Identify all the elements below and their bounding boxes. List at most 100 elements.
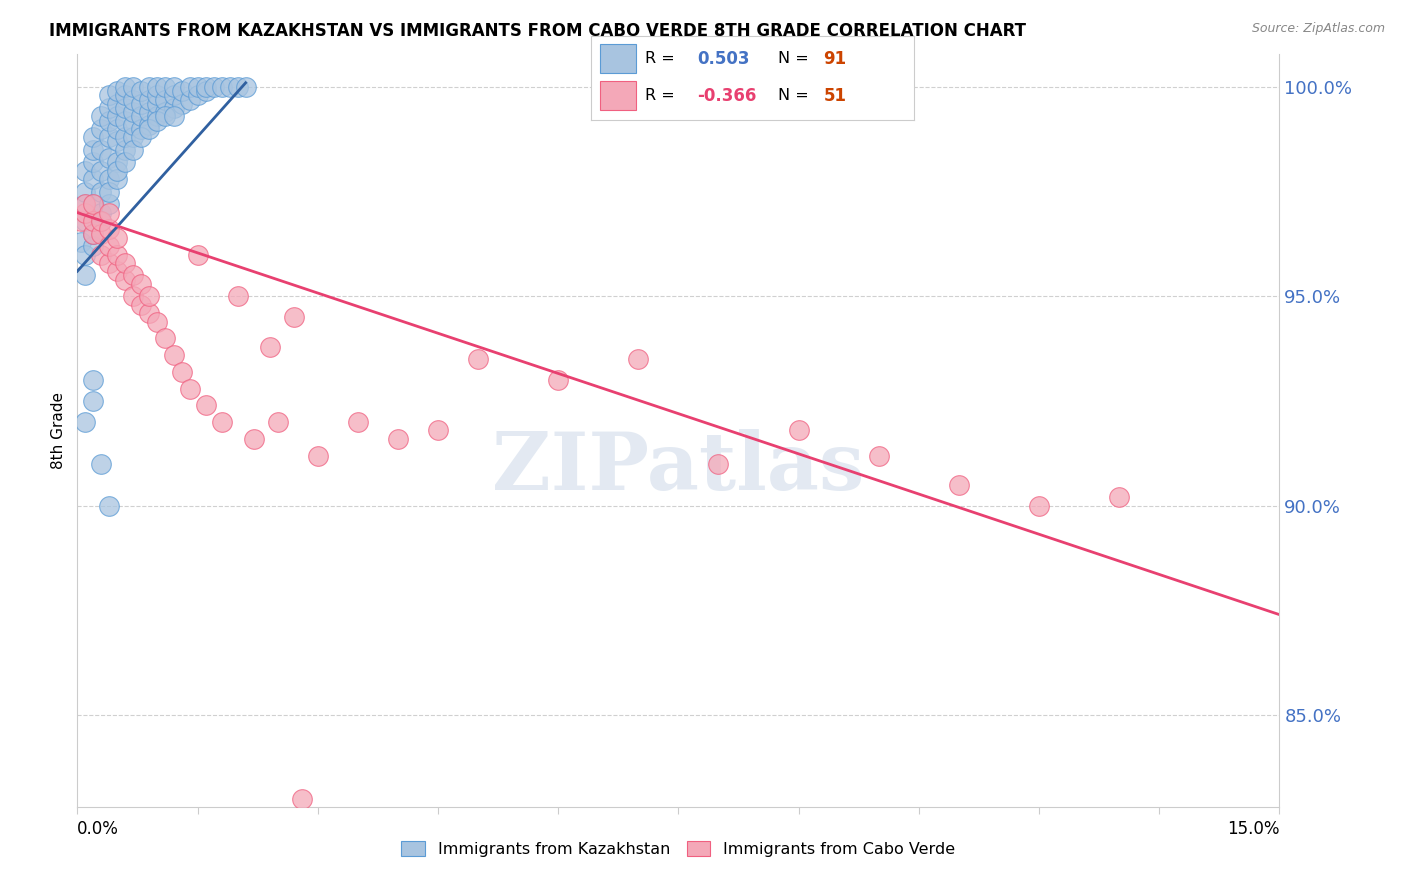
Point [211, 80, 233, 95]
Point [90, 247, 112, 261]
Point [98, 222, 121, 236]
Point [82, 239, 104, 253]
Text: Source: ZipAtlas.com: Source: ZipAtlas.com [1251, 22, 1385, 36]
Y-axis label: 8th Grade: 8th Grade [51, 392, 66, 469]
Point [146, 314, 169, 328]
Point [82, 197, 104, 211]
Point [131, 277, 153, 291]
Point [138, 289, 160, 303]
Text: N =: N = [778, 88, 814, 103]
Point [107, 163, 129, 178]
Point [131, 84, 153, 98]
Point [122, 289, 145, 303]
Point [131, 96, 153, 111]
Point [90, 214, 112, 228]
Point [82, 143, 104, 157]
Point [98, 130, 121, 145]
Point [138, 93, 160, 107]
Point [75, 163, 97, 178]
Point [114, 143, 136, 157]
Point [146, 80, 169, 95]
Point [162, 348, 184, 362]
Point [70, 214, 93, 228]
Point [194, 84, 217, 98]
Point [187, 247, 209, 261]
Point [82, 227, 104, 241]
Point [122, 80, 145, 95]
Point [155, 331, 177, 345]
Point [98, 499, 121, 513]
Point [162, 101, 184, 115]
Point [107, 264, 129, 278]
Point [138, 118, 160, 132]
Bar [600, 44, 636, 73]
Point [948, 478, 970, 492]
Point [82, 394, 104, 409]
Point [98, 151, 121, 165]
Point [162, 109, 184, 123]
Point [146, 88, 169, 103]
Point [242, 432, 264, 446]
Point [122, 93, 145, 107]
Legend: Immigrants from Kazakhstan, Immigrants from Cabo Verde: Immigrants from Kazakhstan, Immigrants f… [395, 835, 962, 863]
Point [146, 113, 169, 128]
Point [70, 235, 93, 249]
Point [291, 792, 314, 806]
Point [98, 88, 121, 103]
Point [75, 268, 97, 283]
Point [98, 113, 121, 128]
Point [122, 105, 145, 120]
Point [114, 113, 136, 128]
Point [107, 121, 129, 136]
Point [75, 185, 97, 199]
Point [75, 415, 97, 429]
Text: R =: R = [645, 88, 681, 103]
Point [202, 80, 225, 95]
Point [114, 130, 136, 145]
Point [211, 415, 233, 429]
Point [155, 80, 177, 95]
Point [155, 93, 177, 107]
Point [467, 352, 489, 367]
Point [90, 163, 112, 178]
Point [194, 80, 217, 95]
Point [98, 101, 121, 115]
Point [131, 109, 153, 123]
Point [347, 415, 370, 429]
Point [114, 101, 136, 115]
Text: N =: N = [778, 51, 814, 66]
Point [1108, 491, 1130, 505]
Point [82, 130, 104, 145]
Text: IMMIGRANTS FROM KAZAKHSTAN VS IMMIGRANTS FROM CABO VERDE 8TH GRADE CORRELATION C: IMMIGRANTS FROM KAZAKHSTAN VS IMMIGRANTS… [49, 22, 1026, 40]
Point [131, 298, 153, 312]
Point [155, 105, 177, 120]
Point [1028, 499, 1050, 513]
Point [75, 214, 97, 228]
Point [98, 256, 121, 270]
Point [122, 118, 145, 132]
Point [90, 121, 112, 136]
Point [75, 247, 97, 261]
Point [90, 205, 112, 219]
Point [107, 247, 129, 261]
Point [131, 121, 153, 136]
Point [82, 197, 104, 211]
Point [868, 449, 890, 463]
Point [179, 93, 201, 107]
Point [75, 205, 97, 219]
Text: ZIPatlas: ZIPatlas [492, 429, 865, 507]
Point [107, 109, 129, 123]
Point [267, 415, 290, 429]
Point [170, 84, 193, 98]
Point [138, 121, 160, 136]
Point [138, 105, 160, 120]
Point [82, 373, 104, 387]
Point [98, 239, 121, 253]
Point [98, 205, 121, 219]
Point [90, 457, 112, 471]
Point [114, 272, 136, 286]
Point [226, 80, 249, 95]
Point [131, 130, 153, 145]
Point [90, 185, 112, 199]
Point [226, 289, 249, 303]
